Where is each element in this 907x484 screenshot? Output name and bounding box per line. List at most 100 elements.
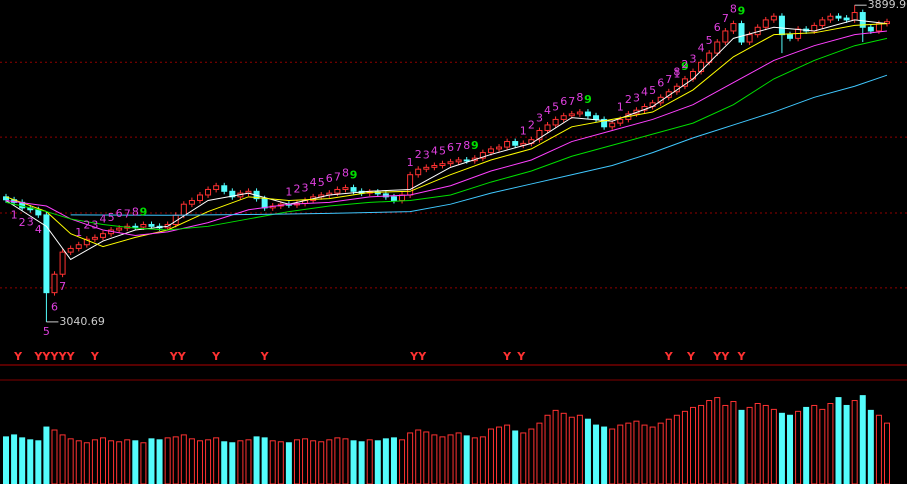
candle-body — [787, 34, 794, 39]
volume-bar — [140, 442, 147, 484]
candle-body — [673, 85, 680, 93]
td-count: 7 — [568, 95, 575, 108]
volume-bar — [706, 400, 713, 484]
td-count: 2 — [625, 93, 632, 106]
volume-bar — [625, 422, 632, 484]
signal-marker: Y — [664, 350, 674, 363]
candle-body — [576, 111, 583, 115]
candle-body — [819, 19, 826, 26]
volume-bar — [407, 432, 414, 484]
td-count: 3 — [27, 216, 34, 229]
volume-bar — [471, 437, 478, 484]
td-count: 4 — [641, 86, 648, 99]
volume-bar — [439, 436, 446, 484]
candle-body — [544, 124, 551, 131]
candle-body — [261, 198, 268, 209]
volume-bar — [641, 424, 648, 484]
volume-bar — [415, 429, 422, 484]
volume-bar — [237, 440, 244, 484]
volume-bar — [690, 406, 697, 484]
volume-bar — [609, 428, 616, 484]
candle-body — [439, 163, 446, 166]
td-count: 5 — [108, 211, 115, 224]
td-count: 3 — [536, 112, 543, 125]
volume-bar — [374, 440, 381, 484]
signal-marker: Y — [66, 350, 76, 363]
volume-bar — [43, 426, 50, 484]
signal-marker: Y — [90, 350, 100, 363]
volume-bar — [576, 414, 583, 484]
td-count: 7 — [334, 171, 341, 184]
candle-body — [116, 227, 123, 231]
td-count: 2 — [293, 183, 300, 196]
signal-marker: Y — [177, 350, 187, 363]
candle-body — [221, 185, 228, 192]
volume-bar — [310, 440, 317, 484]
candle-body — [560, 115, 567, 120]
moving-average — [5, 37, 888, 231]
td-count: 8 — [132, 205, 139, 218]
candle-body — [746, 34, 753, 43]
volume-bar — [811, 404, 818, 484]
td-count: 4 — [544, 104, 551, 117]
volume-bar — [504, 424, 511, 484]
candle-body — [205, 188, 212, 196]
td-count: 8 — [730, 3, 737, 16]
td-count: 5 — [706, 34, 713, 47]
volume-bar — [382, 438, 389, 484]
volume-bar — [366, 439, 373, 484]
candle-body — [657, 96, 664, 104]
candle-body — [91, 236, 98, 240]
volume-bar — [649, 426, 656, 484]
volume-bar — [673, 414, 680, 484]
candle-body — [730, 23, 737, 32]
candle-body — [140, 223, 147, 228]
candle-body — [431, 164, 438, 168]
volume-bar — [843, 404, 850, 484]
candle-body — [407, 174, 414, 196]
candle-body — [487, 148, 494, 154]
td-count: 6 — [560, 95, 567, 108]
candle-body — [99, 233, 106, 238]
td-count: 6 — [447, 141, 454, 154]
volume-bar — [326, 439, 333, 484]
volume-bar — [447, 434, 454, 484]
candle-body — [722, 30, 729, 43]
td-count: 2 — [83, 218, 90, 231]
candle-body — [75, 244, 82, 249]
volume-bar — [770, 408, 777, 484]
volume-bar — [859, 395, 866, 484]
volume-bar — [302, 438, 309, 484]
td-count: 7 — [722, 12, 729, 25]
volume-bar — [75, 440, 82, 484]
signal-marker: Y — [417, 350, 427, 363]
volume-bar — [819, 408, 826, 484]
volume-bar — [27, 439, 34, 484]
volume-bar — [738, 409, 745, 484]
candle-body — [132, 225, 139, 228]
volume-bar — [318, 441, 325, 484]
candle-body — [552, 118, 559, 126]
volume-bar — [714, 397, 721, 484]
volume-bar — [778, 412, 785, 484]
volume-bar — [83, 442, 90, 484]
volume-bar — [196, 440, 203, 484]
candle-body — [827, 15, 834, 21]
signal-marker: Y — [13, 350, 23, 363]
signal-marker: Y — [720, 350, 730, 363]
volume-bar — [657, 422, 664, 484]
candle-body — [504, 141, 511, 148]
volume-bar — [884, 422, 890, 484]
td-count: 7 — [455, 141, 462, 154]
volume-bar — [803, 406, 810, 484]
volume-bar — [124, 439, 131, 484]
td-count: 2 — [528, 119, 535, 132]
candle-body — [609, 122, 616, 128]
td-count: 5 — [43, 325, 50, 338]
volume-bar — [568, 416, 575, 484]
volume-bar — [91, 439, 98, 484]
volume-bar — [221, 441, 228, 484]
signal-marker: Y — [41, 350, 51, 363]
td-count: 6 — [116, 207, 123, 220]
